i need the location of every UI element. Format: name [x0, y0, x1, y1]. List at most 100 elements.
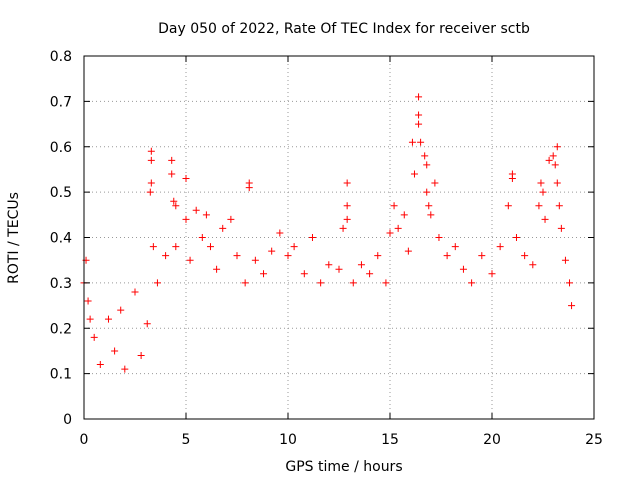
data-point: [182, 215, 190, 223]
data-point: [459, 265, 467, 273]
data-point: [408, 138, 416, 146]
data-point: [508, 170, 516, 178]
data-point: [276, 229, 284, 237]
data-point: [213, 265, 221, 273]
data-point: [149, 243, 157, 251]
data-point: [198, 234, 206, 241]
data-point: [423, 188, 431, 196]
data-point: [400, 211, 408, 219]
data-point: [568, 302, 576, 310]
data-point: [339, 224, 347, 232]
data-point: [153, 279, 161, 287]
data-point: [245, 184, 253, 192]
data-point: [512, 234, 520, 241]
y-tick-label: 0: [63, 412, 72, 428]
y-tick-label: 0.8: [50, 49, 72, 65]
data-point: [539, 188, 547, 196]
data-point: [308, 234, 316, 241]
data-point: [111, 347, 119, 355]
data-point: [147, 147, 155, 155]
data-point: [227, 215, 235, 223]
x-tick-label: 5: [182, 432, 191, 448]
data-point: [172, 243, 180, 251]
data-point: [168, 170, 176, 178]
data-point: [343, 179, 351, 187]
data-point: [553, 143, 561, 151]
data-point: [325, 261, 333, 269]
data-point: [117, 306, 125, 314]
data-point: [561, 256, 569, 264]
data-point: [551, 161, 559, 169]
x-tick-label: 15: [381, 432, 399, 448]
data-point: [504, 202, 512, 210]
data-point: [535, 202, 543, 210]
data-point: [382, 279, 390, 287]
data-point: [468, 279, 476, 287]
data-point: [170, 197, 178, 205]
data-point: [415, 120, 423, 128]
data-point: [300, 270, 308, 278]
data-point: [423, 161, 431, 169]
data-point: [219, 224, 227, 232]
data-point: [143, 320, 151, 328]
data-point: [415, 111, 423, 119]
data-point: [202, 211, 210, 219]
data-point: [537, 179, 545, 187]
data-point: [549, 152, 557, 160]
data-points: [80, 93, 576, 373]
data-point: [357, 261, 365, 269]
data-point: [172, 202, 180, 210]
data-point: [182, 175, 190, 183]
data-point: [284, 252, 292, 260]
data-point: [451, 243, 459, 251]
data-point: [343, 215, 351, 223]
axes: 0 0.1 0.2 0.3 0.4 0.5 0.6 0.7 0.8 0 5 10 15 20 25: [50, 49, 603, 448]
data-point: [404, 247, 412, 255]
data-point: [386, 229, 394, 237]
data-point: [137, 351, 145, 359]
data-point: [335, 265, 343, 273]
data-point: [427, 211, 435, 219]
data-point: [162, 252, 170, 260]
data-point: [394, 224, 402, 232]
data-point: [147, 179, 155, 187]
data-point: [557, 224, 565, 232]
data-point: [425, 202, 433, 210]
data-point: [545, 156, 553, 164]
data-point: [290, 243, 298, 251]
data-point: [421, 152, 429, 160]
data-point: [268, 247, 276, 255]
data-point: [435, 234, 443, 241]
data-point: [390, 202, 398, 210]
data-point: [317, 279, 325, 287]
data-point: [555, 202, 563, 210]
data-point: [131, 288, 139, 296]
x-tick-label: 20: [483, 432, 501, 448]
data-point: [417, 138, 425, 146]
y-tick-label: 0.3: [50, 276, 72, 292]
data-point: [366, 270, 374, 278]
data-point: [349, 279, 357, 287]
data-point: [86, 315, 94, 323]
y-tick-label: 0.1: [50, 367, 72, 383]
data-point: [529, 261, 537, 269]
y-tick-label: 0.6: [50, 140, 72, 156]
data-point: [121, 365, 129, 373]
data-point: [96, 361, 104, 369]
data-point: [343, 202, 351, 210]
data-point: [104, 315, 112, 323]
x-axis-label: GPS time / hours: [285, 459, 402, 475]
data-point: [488, 270, 496, 278]
y-tick-label: 0.5: [50, 185, 72, 201]
data-point: [496, 243, 504, 251]
data-point: [206, 243, 214, 251]
x-tick-label: 10: [279, 432, 297, 448]
data-point: [260, 270, 268, 278]
data-point: [147, 156, 155, 164]
x-tick-label: 0: [80, 432, 89, 448]
data-point: [233, 252, 241, 260]
data-point: [241, 279, 249, 287]
data-point: [431, 179, 439, 187]
data-point: [541, 215, 549, 223]
